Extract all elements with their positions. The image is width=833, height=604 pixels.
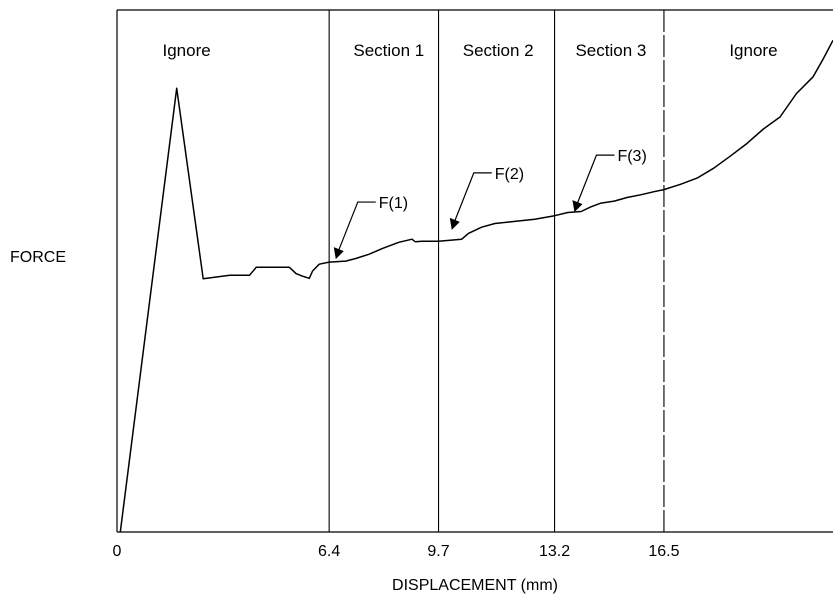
annotation-arrowhead xyxy=(333,247,344,260)
annotation-leader-line xyxy=(454,172,492,222)
annotation-arrowhead xyxy=(572,200,583,213)
x-axis-label: DISPLACEMENT (mm) xyxy=(392,577,558,594)
region-label: Ignore xyxy=(163,41,211,60)
region-label: Section 1 xyxy=(353,41,424,60)
annotation-1: F(1) xyxy=(333,195,408,260)
y-axis-label: FORCE xyxy=(10,249,66,266)
region-label: Section 2 xyxy=(463,41,534,60)
x-tick-label: 9.7 xyxy=(427,543,449,560)
region-label: Ignore xyxy=(729,41,777,60)
force-curve-line xyxy=(119,39,833,533)
x-tick-label: 0 xyxy=(113,543,122,560)
region-label: Section 3 xyxy=(575,41,646,60)
section-boundaries xyxy=(328,10,665,532)
annotation-leader-line xyxy=(338,201,376,251)
annotation-label: F(3) xyxy=(617,148,646,165)
annotation-label: F(2) xyxy=(495,166,524,183)
annotation-3: F(3) xyxy=(572,148,647,213)
annotation-2: F(2) xyxy=(449,166,524,230)
annotation-label: F(1) xyxy=(379,195,408,212)
force-curve-layer xyxy=(119,39,833,533)
x-tick-labels: 0 6.4 9.7 13.2 16.5 xyxy=(113,543,680,560)
annotation-leader-line xyxy=(576,154,615,204)
region-labels: Ignore Section 1 Section 2 Section 3 Ignore xyxy=(163,41,778,60)
x-tick-label: 16.5 xyxy=(648,543,679,560)
x-tick-label: 13.2 xyxy=(539,543,570,560)
force-annotations: F(1) F(2) F(3) xyxy=(333,148,647,260)
plot-frame xyxy=(116,9,833,533)
annotation-arrowhead xyxy=(449,217,460,230)
x-tick-label: 6.4 xyxy=(318,543,340,560)
